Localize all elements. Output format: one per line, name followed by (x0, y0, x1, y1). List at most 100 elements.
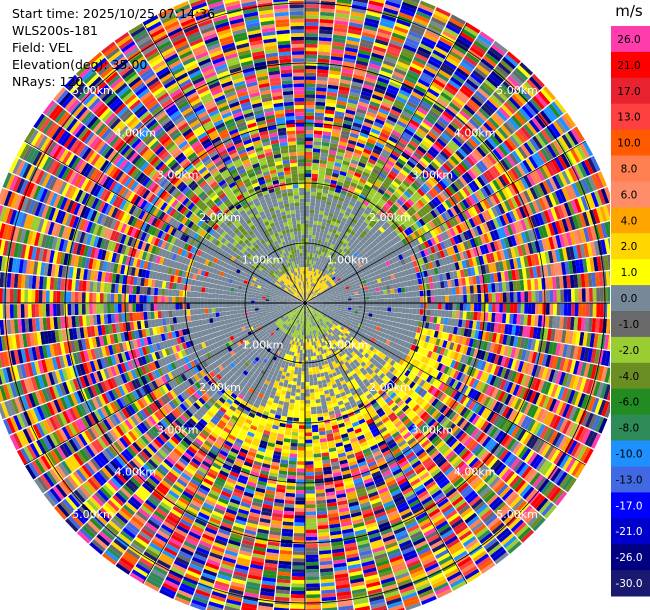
velocity-gate (309, 220, 314, 225)
velocity-gate (309, 285, 312, 290)
velocity-gate (599, 287, 604, 302)
velocity-gate (305, 7, 320, 12)
velocity-gate (306, 285, 308, 289)
velocity-gate (340, 304, 345, 307)
velocity-gate (469, 285, 474, 294)
velocity-gate (397, 312, 402, 318)
velocity-gate (309, 282, 312, 286)
velocity-gate (313, 144, 321, 149)
velocity-gate (306, 277, 308, 282)
velocity-gate (318, 44, 332, 49)
velocity-gate (340, 167, 348, 173)
velocity-gate (339, 82, 351, 88)
velocity-gate (358, 101, 369, 108)
velocity-gate (335, 9, 350, 15)
velocity-gate (324, 207, 330, 213)
velocity-gate (307, 274, 310, 279)
velocity-gate (317, 261, 321, 266)
velocity-gate (347, 293, 352, 297)
velocity-gate (365, 296, 370, 300)
velocity-gate (373, 306, 377, 311)
velocity-gate (607, 287, 610, 302)
velocity-gate (607, 303, 610, 318)
velocity-gate (351, 125, 361, 132)
velocity-gate (357, 104, 368, 111)
velocity-gate (441, 310, 446, 318)
velocity-gate (466, 294, 471, 303)
velocity-gate (337, 93, 349, 99)
velocity-gate (305, 180, 311, 185)
velocity-gate (375, 35, 390, 43)
velocity-gate (430, 296, 435, 303)
velocity-gate (308, 241, 312, 246)
velocity-gate (336, 103, 347, 110)
velocity-gate (306, 270, 309, 275)
velocity-gate (343, 54, 357, 60)
velocity-gate (305, 187, 311, 192)
velocity-gate (324, 178, 331, 184)
velocity-gate (391, 307, 395, 312)
velocity-gate (322, 189, 329, 194)
velocity-gate (307, 256, 310, 260)
velocity-gate (337, 297, 341, 300)
velocity-gate (324, 175, 332, 180)
velocity-gate (335, 155, 344, 161)
velocity-gate (323, 211, 329, 216)
velocity-gate (405, 303, 410, 308)
velocity-gate (448, 287, 453, 295)
velocity-gate (369, 299, 374, 303)
velocity-gate (448, 303, 453, 311)
velocity-gate (314, 209, 320, 215)
velocity-gate (563, 303, 568, 316)
velocity-gate (420, 296, 424, 303)
velocity-gate (416, 297, 421, 303)
velocity-gate (317, 254, 321, 259)
velocity-gate (506, 292, 511, 303)
velocity-gate (336, 203, 342, 209)
velocity-gate (466, 285, 471, 294)
velocity-gate (531, 303, 536, 315)
velocity-gate (386, 316, 391, 321)
velocity-gate (362, 121, 373, 128)
velocity-gate (535, 290, 539, 303)
velocity-gate (305, 166, 312, 170)
velocity-gate (313, 130, 323, 135)
velocity-gate (367, 3, 383, 11)
velocity-gate (317, 184, 324, 190)
velocity-gate (330, 56, 343, 62)
velocity-gate (305, 295, 307, 300)
velocity-gate (313, 272, 317, 277)
velocity-gate (491, 293, 496, 303)
velocity-gate (364, 289, 369, 294)
velocity-gate (340, 134, 350, 140)
velocity-gate (545, 290, 550, 302)
velocity-gate (318, 217, 323, 222)
velocity-gate (316, 228, 321, 233)
velocity-gate (305, 220, 309, 224)
velocity-gate (338, 196, 345, 202)
velocity-gate (318, 51, 331, 56)
velocity-gate (360, 90, 372, 98)
velocity-gate (345, 47, 358, 53)
velocity-gate (459, 294, 464, 303)
velocity-gate (309, 252, 313, 257)
velocity-gate (352, 77, 364, 84)
velocity-gate (356, 56, 370, 63)
velocity-gate (334, 16, 349, 22)
velocity-gate (333, 195, 340, 201)
velocity-gate (316, 246, 320, 251)
velocity-gate (312, 264, 316, 269)
velocity-gate (308, 238, 312, 243)
velocity-gate (312, 148, 321, 153)
velocity-gate (307, 252, 311, 257)
velocity-gate (491, 283, 496, 293)
velocity-gate (319, 19, 334, 24)
velocity-gate (357, 291, 362, 295)
velocity-gate (357, 311, 362, 315)
velocity-gate (305, 249, 308, 253)
velocity-gate (305, 209, 310, 214)
velocity-gate (321, 192, 328, 198)
velocity-gate (318, 166, 326, 172)
velocity-gate (312, 348, 316, 353)
velocity-gate (316, 265, 319, 270)
